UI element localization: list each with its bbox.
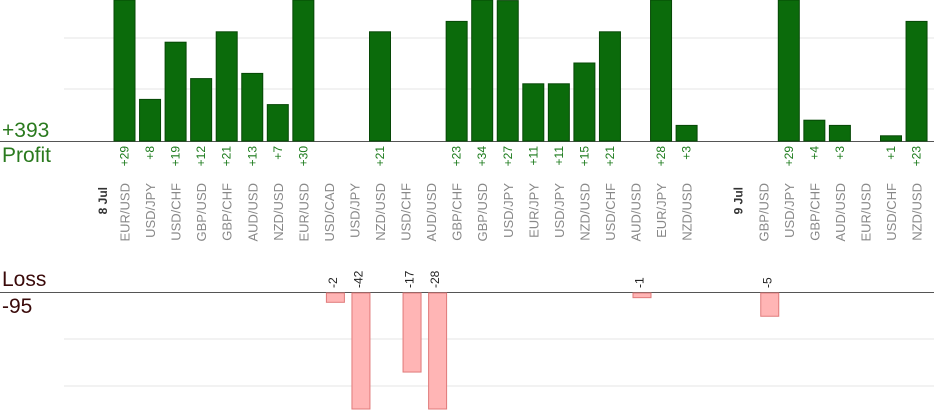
- profit-value-label: +1: [884, 146, 898, 160]
- loss-value-label: -1: [633, 277, 647, 288]
- profit-bar: [650, 0, 673, 142]
- pair-tick-label: USD/JPY: [552, 183, 567, 238]
- loss-total: -95: [2, 295, 33, 318]
- pair-tick-label: AUD/USD: [424, 183, 439, 242]
- profit-value-label: +21: [373, 146, 387, 167]
- profit-value-label: +3: [680, 146, 694, 160]
- pair-tick-label: AUD/USD: [629, 183, 644, 242]
- profit-bar: [241, 72, 264, 142]
- profit-bar: [190, 78, 213, 142]
- loss-label: Loss: [2, 268, 47, 291]
- loss-value-label: -28: [428, 270, 442, 288]
- profit-value-label: +23: [910, 146, 924, 167]
- pair-tick-label: NZD/USD: [271, 183, 286, 241]
- profit-bar: [573, 62, 596, 142]
- day-tick-label: 9 Jul: [732, 187, 746, 214]
- pair-tick-label: USD/CHF: [169, 183, 184, 241]
- profit-value-label: +15: [577, 146, 591, 167]
- profit-value-label: +30: [296, 146, 310, 167]
- pair-tick-label: GBP/CHF: [807, 183, 822, 241]
- profit-bar: [215, 31, 238, 142]
- pair-tick-label: GBP/USD: [756, 183, 771, 242]
- loss-bar: [402, 292, 422, 373]
- profit-bar: [471, 0, 494, 142]
- profit-value-label: +3: [833, 146, 847, 160]
- pair-tick-label: NZD/USD: [577, 183, 592, 241]
- profit-bar: [496, 0, 519, 142]
- profit-value-label: +34: [475, 146, 489, 167]
- loss-bar: [760, 292, 780, 317]
- pair-tick-label: EUR/USD: [296, 183, 311, 242]
- loss-value-label: -42: [351, 270, 365, 288]
- profit-bar: [675, 124, 698, 142]
- profit-bar: [905, 20, 928, 142]
- profit-value-label: +27: [501, 146, 515, 167]
- pair-tick-label: USD/CAD: [322, 183, 337, 242]
- pair-tick-label: GBP/USD: [475, 183, 490, 242]
- loss-bar: [632, 292, 652, 299]
- pair-tick-label: USD/JPY: [501, 183, 516, 238]
- profit-bar: [113, 0, 136, 142]
- pair-tick-label: AUD/USD: [245, 183, 260, 242]
- pair-tick-label: EUR/USD: [118, 183, 133, 242]
- pair-tick-label: NZD/USD: [373, 183, 388, 241]
- profit-value-label: +29: [782, 146, 796, 167]
- pair-tick-label: USD/JPY: [782, 183, 797, 238]
- loss-bar: [351, 292, 371, 410]
- pair-tick-label: GBP/CHF: [220, 183, 235, 241]
- profit-total: +393: [2, 119, 50, 142]
- profit-bar: [164, 41, 187, 142]
- profit-value-label: +11: [552, 146, 566, 166]
- profit-bar: [292, 0, 315, 142]
- pair-tick-label: GBP/USD: [194, 183, 209, 242]
- pair-tick-label: NZD/USD: [680, 183, 695, 241]
- pair-tick-label: AUD/USD: [833, 183, 848, 242]
- profit-bar: [598, 31, 621, 142]
- profit-value-label: +21: [603, 146, 617, 167]
- profit-value-label: +7: [271, 146, 285, 160]
- day-tick-label: 8 Jul: [96, 187, 110, 214]
- profit-value-label: +19: [169, 146, 183, 167]
- profit-label: Profit: [2, 144, 52, 167]
- loss-value-label: -5: [760, 277, 774, 288]
- profit-bar: [445, 20, 468, 142]
- pair-tick-label: EUR/USD: [858, 183, 873, 242]
- profit-value-label: +21: [220, 146, 234, 167]
- profit-bar: [828, 124, 851, 142]
- profit-value-label: +29: [118, 146, 132, 167]
- pair-tick-label: USD/CHF: [884, 183, 899, 241]
- profit-value-label: +12: [194, 146, 208, 167]
- profit-bar: [777, 0, 800, 142]
- loss-value-label: -2: [326, 277, 340, 288]
- loss-bar: [325, 292, 345, 303]
- pair-tick-label: USD/JPY: [347, 183, 362, 238]
- pair-tick-label: USD/JPY: [143, 183, 158, 238]
- profit-value-label: +11: [526, 146, 540, 166]
- profit-bar: [522, 83, 545, 142]
- profit-value-label: +8: [143, 146, 157, 160]
- pair-tick-label: GBP/CHF: [450, 183, 465, 241]
- profit-bar: [880, 135, 902, 142]
- profit-bar: [803, 119, 826, 142]
- profit-bar: [369, 31, 391, 142]
- profit-bar: [547, 83, 570, 142]
- profit-value-label: +13: [245, 146, 259, 167]
- profit-bar: [266, 104, 289, 142]
- loss-bar: [428, 292, 448, 410]
- profit-value-label: +23: [450, 146, 464, 167]
- pair-tick-label: EUR/JPY: [526, 183, 541, 238]
- profit-value-label: +4: [807, 146, 821, 160]
- profit-bar: [139, 98, 162, 142]
- pair-tick-label: USD/CHF: [399, 183, 414, 241]
- pair-tick-label: NZD/USD: [910, 183, 925, 241]
- loss-value-label: -17: [403, 270, 417, 288]
- pair-tick-label: USD/CHF: [603, 183, 618, 241]
- profit-value-label: +28: [654, 146, 668, 167]
- pair-tick-label: EUR/JPY: [654, 183, 669, 238]
